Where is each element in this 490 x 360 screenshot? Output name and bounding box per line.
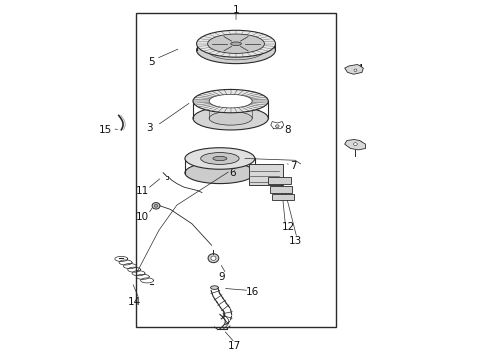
Ellipse shape xyxy=(185,148,255,169)
Ellipse shape xyxy=(211,256,216,260)
Text: 8: 8 xyxy=(285,125,292,135)
Ellipse shape xyxy=(354,69,357,72)
Polygon shape xyxy=(344,64,364,74)
Text: 5: 5 xyxy=(148,57,155,67)
Text: 16: 16 xyxy=(245,287,259,297)
Text: 2: 2 xyxy=(356,141,363,151)
Ellipse shape xyxy=(209,112,252,125)
Ellipse shape xyxy=(193,89,269,113)
Text: 10: 10 xyxy=(136,212,148,222)
Text: 13: 13 xyxy=(289,236,302,246)
Polygon shape xyxy=(344,139,366,150)
Ellipse shape xyxy=(193,107,269,130)
Text: 3: 3 xyxy=(147,123,153,133)
Text: 7: 7 xyxy=(290,161,297,171)
FancyBboxPatch shape xyxy=(272,194,294,201)
Text: 15: 15 xyxy=(98,125,112,135)
Ellipse shape xyxy=(185,162,255,184)
Text: 17: 17 xyxy=(228,341,241,351)
Ellipse shape xyxy=(209,94,252,108)
Text: 4: 4 xyxy=(356,64,363,74)
Text: 9: 9 xyxy=(219,272,225,282)
FancyBboxPatch shape xyxy=(269,177,291,184)
Ellipse shape xyxy=(196,37,275,64)
Ellipse shape xyxy=(154,204,158,207)
Ellipse shape xyxy=(208,34,265,53)
FancyBboxPatch shape xyxy=(270,186,293,193)
Ellipse shape xyxy=(201,153,239,165)
Text: 11: 11 xyxy=(136,186,149,197)
FancyBboxPatch shape xyxy=(248,164,283,185)
Ellipse shape xyxy=(231,42,242,45)
Ellipse shape xyxy=(208,254,219,263)
Ellipse shape xyxy=(196,30,275,57)
Text: 12: 12 xyxy=(281,222,294,232)
Text: 1: 1 xyxy=(233,5,239,15)
Ellipse shape xyxy=(152,203,160,209)
Text: 6: 6 xyxy=(229,168,236,178)
Ellipse shape xyxy=(211,286,219,289)
Ellipse shape xyxy=(213,156,227,161)
Ellipse shape xyxy=(275,125,279,128)
Ellipse shape xyxy=(354,143,357,145)
Text: 14: 14 xyxy=(128,297,142,307)
